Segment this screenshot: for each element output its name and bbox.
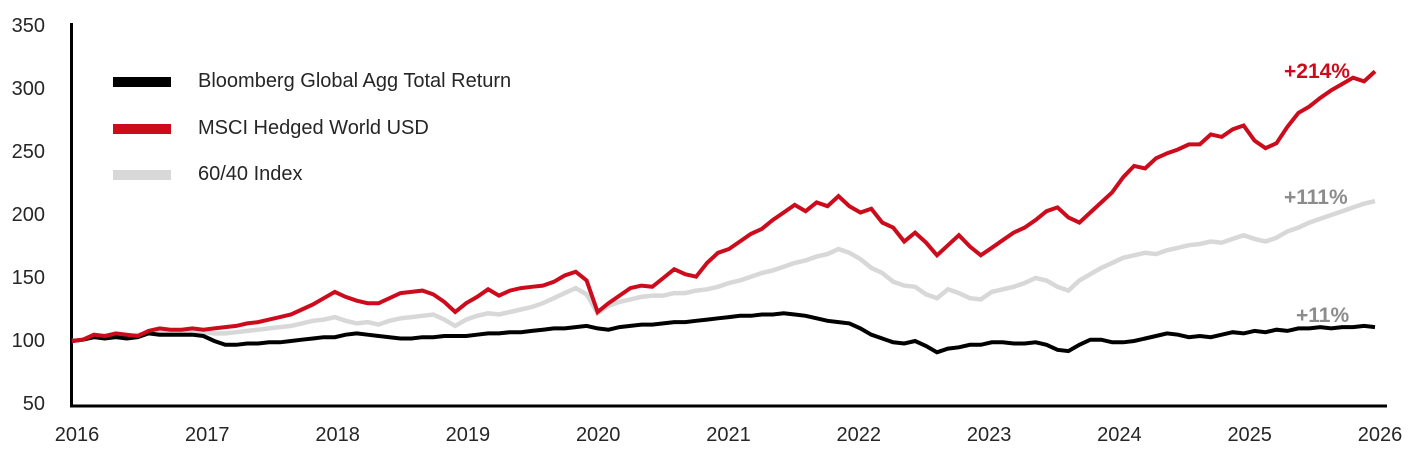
x-axis-tick-label: 2017 — [185, 424, 230, 446]
legend-item-msci: MSCI Hedged World USD — [113, 117, 429, 140]
y-axis-tick-label: 350 — [11, 15, 45, 37]
plot-lines — [71, 69, 1377, 355]
x-axis-tick-label: 2022 — [836, 424, 882, 446]
legend-swatch-red — [113, 123, 171, 134]
x-axis-tick-label: 2020 — [575, 424, 621, 446]
y-axis-tick-label: 250 — [11, 141, 45, 163]
y-axis-tick-label: 300 — [11, 78, 45, 100]
legend-swatch-black — [113, 76, 171, 87]
y-axis-tick-label: 200 — [11, 204, 45, 226]
x-axis-tick-label: 2026 — [1357, 424, 1403, 446]
x-axis-tick-label: 2019 — [445, 424, 491, 446]
legend-label: Bloomberg Global Agg Total Return — [198, 70, 512, 92]
y-axis-tick-label: 50 — [22, 393, 45, 415]
y-axis-tick-label: 100 — [11, 330, 45, 352]
x-axis-tick-label: 2025 — [1227, 424, 1272, 446]
x-axis-tick-label: 2016 — [54, 424, 100, 446]
legend-item-bloomberg: Bloomberg Global Agg Total Return — [113, 70, 511, 93]
legend-item-6040: 60/40 Index — [113, 163, 303, 186]
series-line — [71, 69, 1377, 343]
x-axis-tick-label: 2018 — [315, 424, 360, 446]
legend-label: MSCI Hedged World USD — [198, 117, 429, 139]
series-line — [71, 198, 1376, 344]
annotation-msci-return: +214% — [1284, 60, 1350, 83]
legend-swatch-gray — [113, 169, 171, 180]
annotation-6040-return: +111% — [1284, 186, 1348, 209]
annotation-agg-return: +11% — [1296, 304, 1350, 327]
x-axis-tick-label: 2023 — [966, 424, 1012, 446]
x-axis-tick-label: 2021 — [706, 424, 751, 446]
series-line — [71, 311, 1376, 355]
x-axis-tick-label: 2024 — [1097, 424, 1142, 446]
legend-label: 60/40 Index — [198, 163, 303, 185]
y-axis-tick-label: 150 — [11, 267, 45, 289]
